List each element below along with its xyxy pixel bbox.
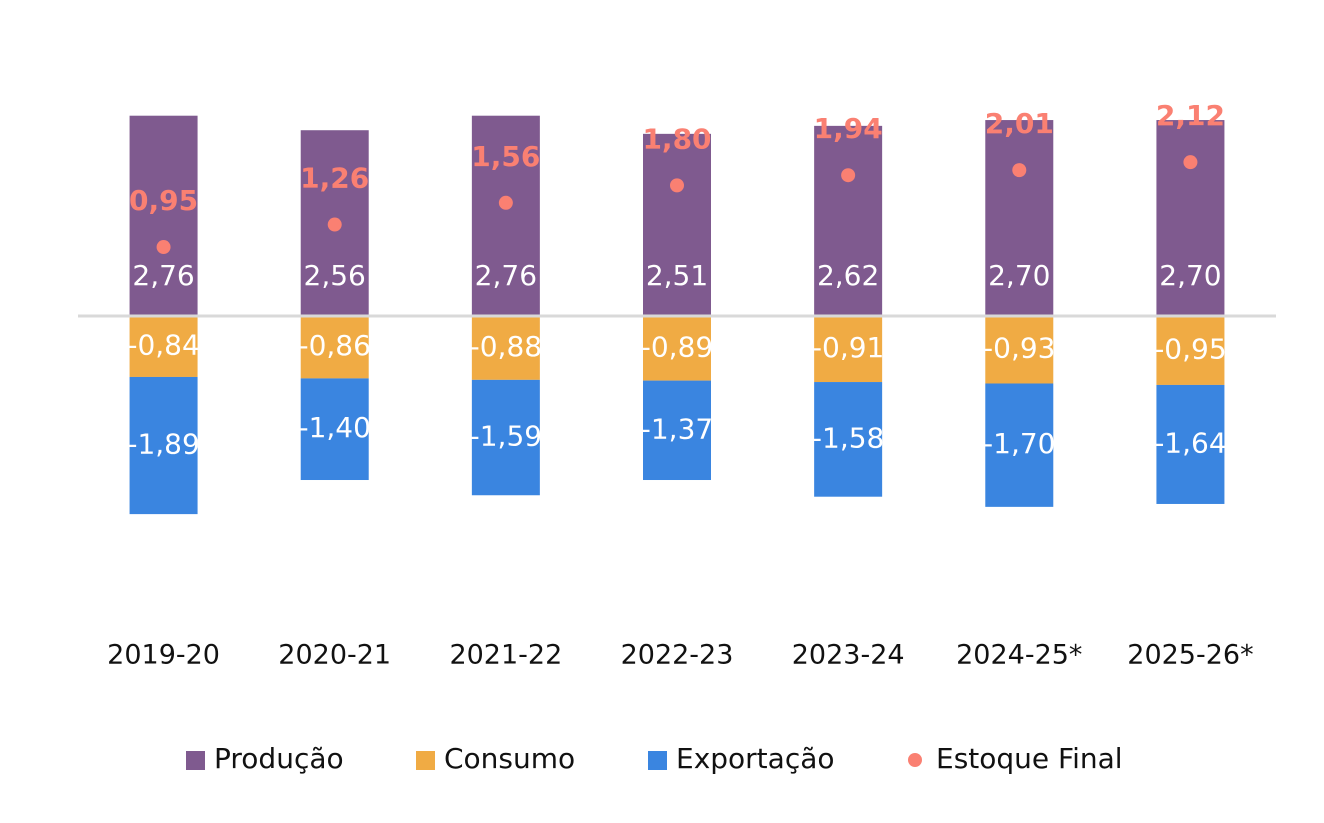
data-label: 2,51 [646,259,708,292]
data-label: 2,70 [988,259,1050,292]
bar-segment [1156,384,1225,504]
legend-marker [416,751,435,770]
x-tick-label: 2023-24 [792,640,905,671]
data-label: -0,86 [298,329,370,362]
bar-segment [1156,316,1225,385]
bar-segment [471,115,540,317]
point-label: 1,80 [642,122,711,155]
x-tick-label: 2025-26* [1127,640,1253,671]
bar-segment [985,316,1054,384]
bar-segment [985,383,1054,507]
data-label: -1,89 [127,428,199,461]
point [327,217,342,232]
bar-segment [643,380,711,481]
point-label: 2,12 [1156,99,1225,132]
point [498,195,513,210]
legend-marker [186,751,205,770]
point-label: 0,95 [129,184,198,217]
data-label: -1,59 [470,420,542,453]
bar-segment [643,316,711,381]
bar-segment [129,376,198,515]
x-tick-label: 2024-25* [956,640,1082,671]
legend-label: Estoque Final [936,742,1123,775]
point-label: 2,01 [985,107,1054,140]
bar-segment [300,316,369,379]
legend-label: Consumo [444,742,575,775]
x-tick-label: 2020-21 [278,640,391,671]
data-label: 2,62 [817,259,879,292]
data-label: -1,64 [1154,426,1226,459]
data-label: -1,37 [641,412,713,445]
data-label: -1,70 [983,427,1055,460]
data-label: 2,76 [132,259,194,292]
x-tick-label: 2019-20 [107,640,220,671]
point [1183,155,1198,170]
x-tick-label: 2022-23 [621,640,734,671]
legend-label: Exportação [676,742,835,775]
bar-segment [985,120,1054,316]
point [1012,163,1027,178]
bar-segment [129,115,198,317]
data-label: 2,56 [304,259,366,292]
point [841,168,856,183]
bar-segment [471,316,540,380]
data-label: -0,95 [1154,332,1226,365]
bar-segment [643,133,711,316]
data-label: 2,70 [1159,259,1221,292]
data-label: -1,40 [298,411,370,444]
bar-segment [129,316,198,377]
point [670,178,684,193]
legend-label: Produção [214,742,344,775]
point-label: 1,94 [814,112,883,145]
bar-segment [814,316,883,383]
data-label: -0,89 [641,330,713,363]
data-label: -0,93 [983,332,1055,365]
bar-segment [300,378,369,481]
data-label: -0,84 [127,328,199,361]
bar-segment [471,379,540,496]
data-label: 2,76 [475,259,537,292]
bar-segment [814,382,883,497]
bar-segment [814,125,883,316]
bar-segment [1156,120,1225,316]
legend-marker [648,751,667,770]
data-label: -0,88 [470,330,542,363]
x-tick-label: 2021-22 [449,640,562,671]
data-label: -1,58 [812,421,884,454]
data-label: -0,91 [812,331,884,364]
point-label: 1,26 [300,162,369,195]
point-label: 1,56 [471,140,540,173]
point [156,240,171,255]
legend-marker [908,753,922,767]
